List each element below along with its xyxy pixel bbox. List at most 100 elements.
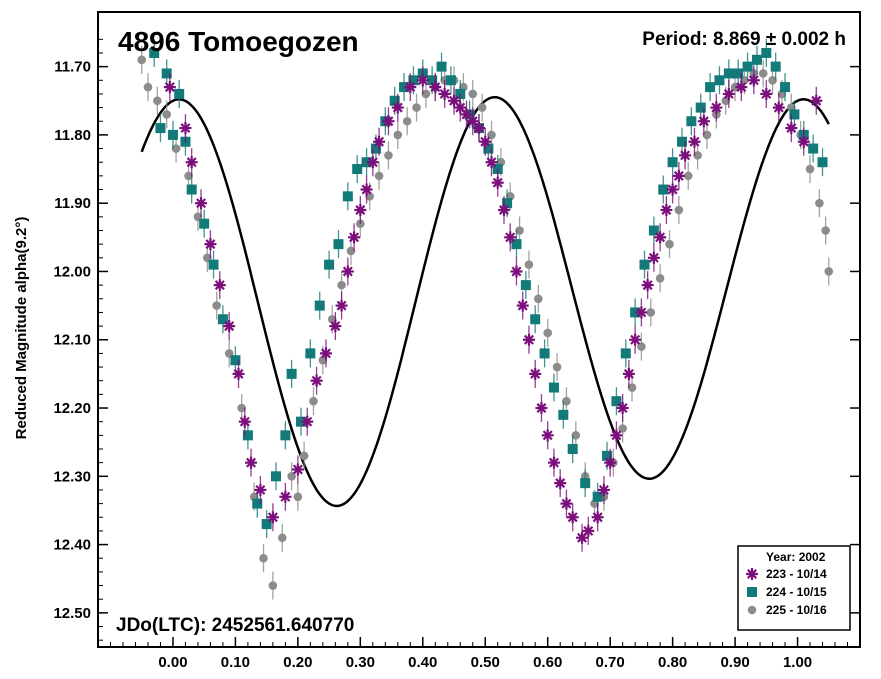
data-point: [346, 246, 356, 256]
data-point: [354, 204, 367, 217]
data-point: [695, 102, 706, 113]
data-point: [382, 115, 395, 128]
data-point: [277, 533, 287, 543]
data-point: [186, 184, 197, 195]
data-point: [242, 430, 253, 441]
data-point: [171, 144, 181, 153]
data-point: [620, 348, 631, 359]
data-point: [705, 82, 716, 93]
data-point: [770, 61, 781, 72]
data-point: [723, 68, 734, 79]
data-point: [655, 273, 665, 283]
data-point: [618, 424, 627, 433]
data-point: [391, 101, 404, 114]
data-point: [679, 149, 692, 162]
legend: Year: 2002 223 - 10/14 224 - 10/15 225 - 1…: [737, 545, 851, 631]
data-point: [688, 135, 701, 148]
data-point: [204, 238, 217, 251]
y-tick-label: 12.10: [53, 332, 91, 349]
data-point: [735, 81, 748, 94]
x-tick-label: 0.70: [596, 654, 625, 671]
data-point: [429, 81, 442, 94]
data-point: [370, 143, 381, 154]
data-point: [797, 135, 810, 148]
data-point: [635, 306, 648, 319]
y-tick-label: 11.90: [54, 195, 91, 212]
data-point: [530, 314, 541, 325]
data-point: [511, 239, 522, 250]
data-point: [683, 171, 693, 181]
data-point: [821, 226, 830, 235]
data-point: [815, 198, 824, 208]
y-axis-label: Reduced Magnitude alpha(9.2°): [13, 217, 30, 440]
data-point: [548, 382, 559, 393]
data-point: [195, 197, 208, 210]
data-point: [341, 265, 354, 278]
data-point: [637, 342, 646, 351]
data-point: [279, 490, 292, 503]
data-point: [291, 463, 304, 476]
data-point: [648, 225, 659, 236]
legend-label: 223 - 10/14: [766, 567, 827, 581]
y-tick-label: 12.40: [53, 537, 91, 554]
data-point: [780, 82, 791, 93]
data-point: [162, 110, 172, 119]
data-point: [155, 123, 166, 134]
data-point: [314, 300, 325, 311]
y-tick-label: 11.80: [54, 127, 91, 144]
data-point: [629, 333, 642, 346]
data-point: [597, 483, 610, 496]
data-point: [654, 231, 667, 244]
data-point: [785, 122, 798, 135]
data-point: [665, 239, 674, 249]
data-point: [497, 204, 510, 217]
x-tick-label: 0.00: [158, 654, 187, 671]
data-point: [143, 82, 153, 92]
data-point: [329, 320, 342, 333]
data-point: [427, 75, 438, 86]
data-point: [491, 176, 504, 189]
data-point: [199, 218, 210, 229]
data-point: [319, 347, 332, 360]
data-point: [412, 103, 421, 112]
data-point: [562, 396, 571, 406]
data-point: [167, 129, 178, 140]
x-tick-label: 0.30: [346, 654, 375, 671]
data-point: [335, 299, 348, 312]
y-tick-label: 12.20: [53, 400, 91, 417]
data-point: [238, 415, 251, 428]
data-point: [604, 456, 617, 469]
data-point: [393, 130, 403, 140]
data-point: [502, 198, 513, 209]
data-point: [616, 402, 629, 415]
data-point: [667, 157, 678, 168]
legend-title: Year: 2002: [766, 550, 826, 564]
data-point: [468, 89, 478, 99]
data-point: [580, 478, 591, 489]
data-point: [342, 191, 353, 202]
data-point: [676, 136, 687, 147]
data-point: [571, 431, 581, 440]
data-point: [547, 456, 560, 469]
data-point: [161, 68, 172, 79]
x-tick-label: 0.80: [658, 654, 687, 671]
data-point: [660, 204, 673, 217]
data-point: [213, 279, 226, 292]
legend-entry: 224 - 10/15: [747, 585, 827, 599]
data-point: [560, 497, 573, 510]
data-point: [184, 171, 193, 181]
data-point: [710, 101, 723, 114]
data-point: [672, 169, 685, 182]
data-point: [305, 348, 316, 359]
data-point: [268, 581, 278, 590]
data-point: [630, 307, 641, 318]
period-label: Period: 8.869 ± 0.002 h: [642, 29, 846, 50]
data-point: [610, 429, 623, 442]
data-point: [647, 251, 660, 264]
data-point: [473, 122, 485, 135]
data-point: [674, 205, 684, 215]
data-point: [566, 511, 579, 524]
data-point: [252, 498, 263, 509]
data-point: [697, 115, 710, 128]
